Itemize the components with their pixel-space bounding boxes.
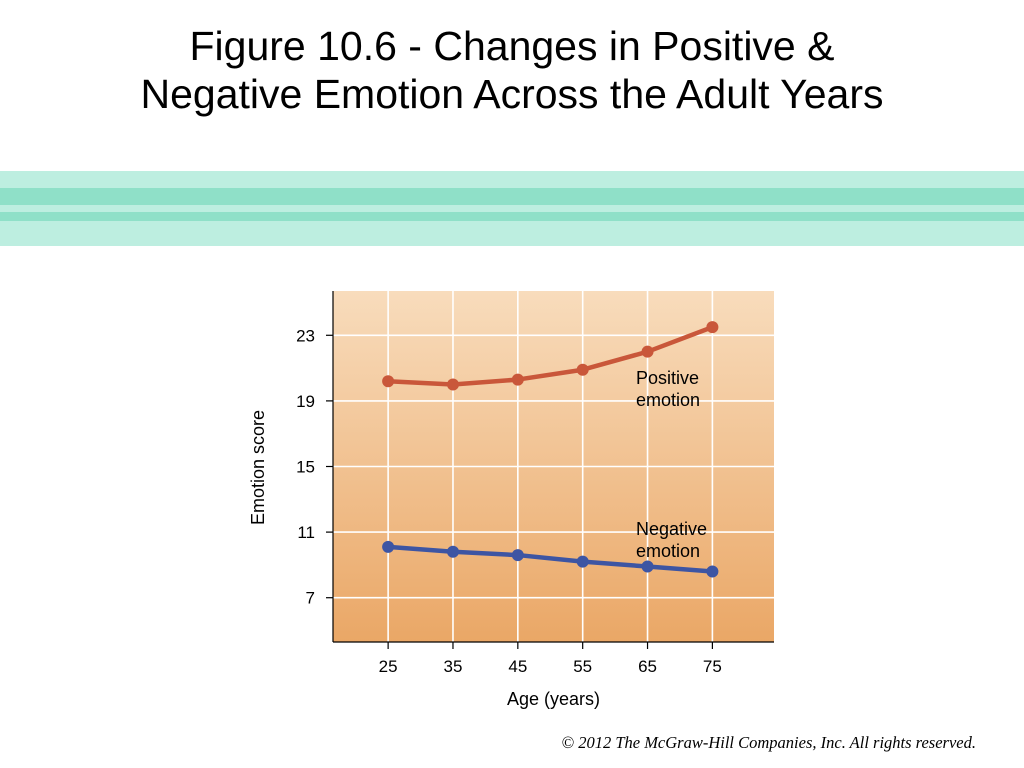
decorative-band-bottom bbox=[0, 221, 1024, 246]
y-tick-label: 7 bbox=[306, 589, 315, 608]
negative-emotion-point bbox=[576, 555, 589, 568]
axis-labels: 25 35 45 55 65 75 7 11 15 19 23 Age (years) Emotion … bbox=[248, 326, 722, 709]
data-series bbox=[382, 321, 719, 578]
slide-title: Figure 10.6 - Changes in Positive & Nega… bbox=[0, 22, 1024, 118]
axis-ticks bbox=[326, 334, 713, 649]
decorative-band-middle bbox=[0, 205, 1024, 212]
y-tick-label: 19 bbox=[296, 392, 315, 411]
positive-emotion-point bbox=[706, 321, 719, 334]
positive-emotion-series-label-line: emotion bbox=[636, 390, 700, 410]
negative-emotion-point bbox=[382, 540, 395, 553]
negative-emotion-point bbox=[511, 549, 524, 562]
positive-emotion-line bbox=[385, 324, 715, 387]
slide-title-line-2: Negative Emotion Across the Adult Years bbox=[140, 71, 884, 117]
positive-emotion-point bbox=[641, 345, 654, 358]
x-axis-title: Age (years) bbox=[507, 689, 600, 709]
copyright-notice: © 2012 The McGraw-Hill Companies, Inc. A… bbox=[561, 733, 976, 752]
negative-emotion-point bbox=[706, 565, 719, 578]
negative-emotion-point bbox=[446, 545, 459, 558]
negative-emotion-series-label-line: emotion bbox=[636, 541, 700, 561]
positive-emotion-series-label: Positive emotion bbox=[636, 368, 700, 410]
positive-emotion-point bbox=[576, 363, 589, 376]
positive-emotion-point bbox=[446, 378, 459, 391]
x-tick-label: 55 bbox=[573, 657, 592, 676]
y-axis-title: Emotion score bbox=[248, 410, 268, 525]
positive-emotion-point bbox=[511, 373, 524, 386]
positive-emotion-point bbox=[382, 375, 395, 388]
negative-emotion-series-label-line: Negative bbox=[636, 519, 707, 539]
decorative-stripe-1 bbox=[0, 188, 1024, 205]
negative-emotion-point bbox=[641, 560, 654, 573]
negative-emotion-line bbox=[385, 544, 715, 574]
x-tick-label: 75 bbox=[703, 657, 722, 676]
positive-emotion-series-label-line: Positive bbox=[636, 368, 699, 388]
y-tick-label: 15 bbox=[296, 458, 315, 477]
negative-emotion-series-label: Negative emotion bbox=[636, 519, 707, 561]
decorative-stripe-2 bbox=[0, 212, 1024, 221]
y-tick-label: 11 bbox=[297, 523, 315, 542]
slide-title-line-1: Figure 10.6 - Changes in Positive & bbox=[189, 23, 835, 69]
x-tick-label: 35 bbox=[444, 657, 463, 676]
y-tick-label: 23 bbox=[296, 326, 315, 345]
x-tick-label: 65 bbox=[638, 657, 657, 676]
x-tick-label: 45 bbox=[508, 657, 527, 676]
decorative-band-top bbox=[0, 171, 1024, 188]
x-tick-label: 25 bbox=[379, 657, 398, 676]
